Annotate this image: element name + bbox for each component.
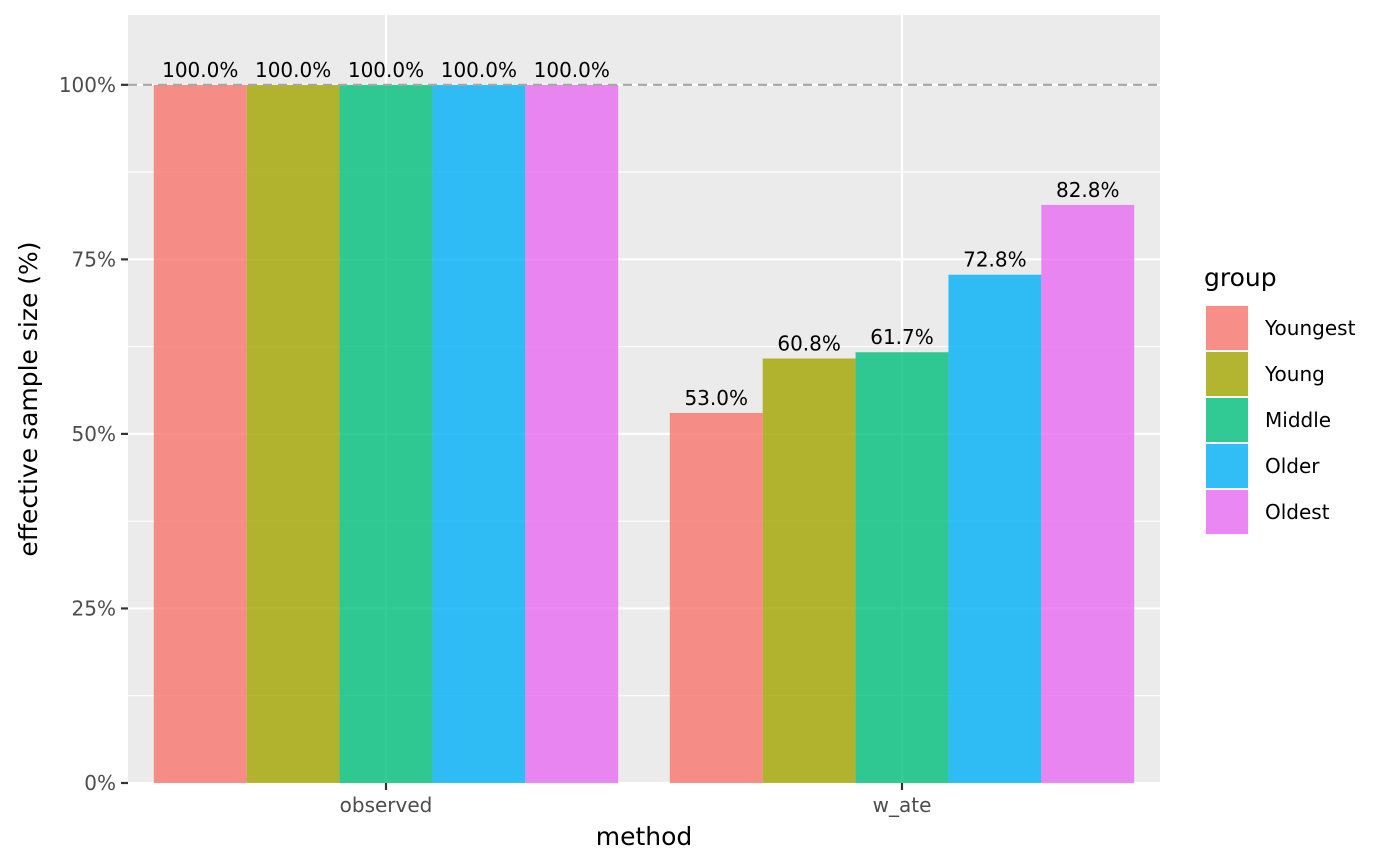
bar xyxy=(432,84,526,784)
legend-label: Older xyxy=(1265,454,1320,478)
bar xyxy=(855,352,949,783)
y-axis: 0% 25% 50% 75% 100% xyxy=(59,73,128,795)
bar xyxy=(339,84,433,784)
y-tick-label: 25% xyxy=(72,596,116,620)
x-axis: observed w_ate xyxy=(340,783,932,817)
bar-label: 82.8% xyxy=(1056,178,1120,202)
bar-label: 100.0% xyxy=(534,58,610,82)
bar xyxy=(1041,204,1135,783)
legend-swatch xyxy=(1206,398,1248,442)
y-tick-label: 75% xyxy=(72,247,116,271)
legend-title: group xyxy=(1204,263,1277,292)
legend-label: Oldest xyxy=(1265,500,1330,524)
bar-label: 72.8% xyxy=(963,248,1027,272)
y-axis-title: effective sample size (%) xyxy=(14,241,43,556)
bar-label: 60.8% xyxy=(777,332,841,356)
x-axis-title: method xyxy=(596,822,693,851)
bar-label: 61.7% xyxy=(870,325,934,349)
x-tick-label: w_ate xyxy=(873,793,932,817)
bar xyxy=(948,274,1042,783)
bar-label: 100.0% xyxy=(162,58,238,82)
bar-label: 100.0% xyxy=(441,58,517,82)
bar xyxy=(246,84,340,784)
bar-label: 100.0% xyxy=(348,58,424,82)
bar xyxy=(762,358,856,783)
legend-label: Young xyxy=(1264,362,1325,386)
legend-swatch xyxy=(1206,444,1248,488)
bar-value-labels: 100.0% 100.0% 100.0% 100.0% 100.0% 53.0% 60.8%… xyxy=(162,58,1119,410)
legend-swatch xyxy=(1206,352,1248,396)
bar-label: 100.0% xyxy=(255,58,331,82)
x-tick-label: observed xyxy=(340,793,433,817)
bars xyxy=(153,84,1135,784)
legend: group Youngest Young Middle Older Oldest xyxy=(1204,263,1356,536)
bar xyxy=(525,84,619,784)
y-tick-label: 0% xyxy=(84,771,116,795)
bar xyxy=(153,84,247,784)
legend-label: Youngest xyxy=(1264,316,1356,340)
y-tick-label: 100% xyxy=(59,73,116,97)
legend-label: Middle xyxy=(1265,408,1331,432)
y-tick-label: 50% xyxy=(72,422,116,446)
legend-swatch xyxy=(1206,490,1248,534)
bar xyxy=(669,412,763,783)
legend-swatch xyxy=(1206,306,1248,350)
bar-label: 53.0% xyxy=(684,386,748,410)
